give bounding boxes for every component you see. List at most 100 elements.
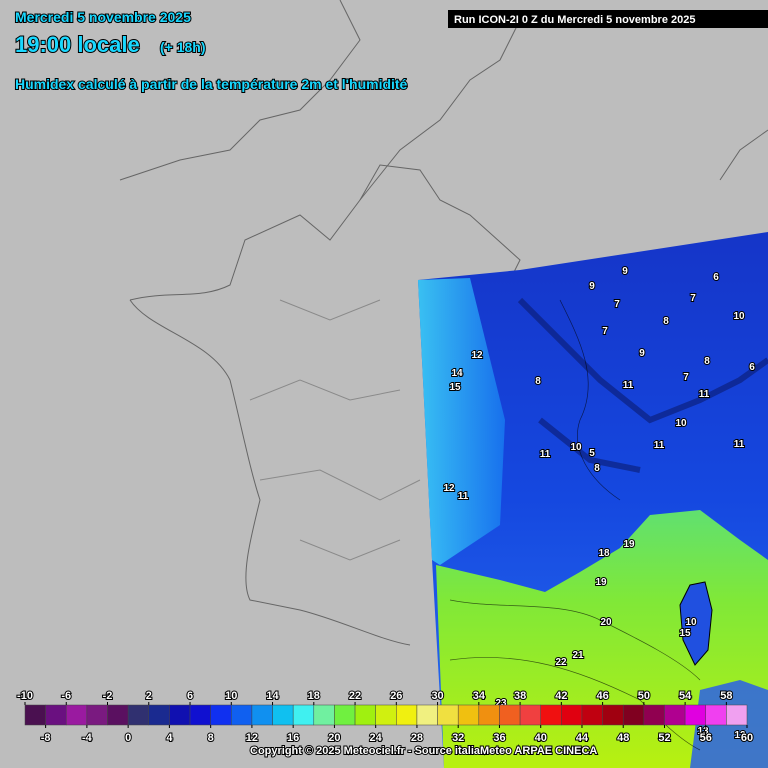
colorbar-label: 28 [411,732,423,744]
map-value: 11 [458,491,469,502]
field-cool [418,278,505,565]
map-value: 7 [614,299,620,310]
map-value: 11 [699,389,710,400]
local-time: 19:00 locale [15,32,140,57]
copyright: Copyright © 2025 Meteociel.fr - Source i… [250,745,597,757]
borders [119,0,768,646]
colorbar-label: 10 [225,690,237,702]
colorbar-label: 24 [370,732,383,744]
colorbar-swatch [519,704,541,726]
colorbar-swatch [148,704,170,726]
map-value: 11 [654,440,665,451]
run-label: Run ICON-2I 0 Z du Mercredi 5 novembre 2… [454,14,695,26]
colorbar-swatch [684,704,706,726]
colorbar-swatch [499,704,521,726]
colorbar-label: 50 [638,690,650,702]
colorbar-label: 48 [617,732,629,744]
colorbar-label: 22 [349,690,361,702]
colorbar-label: 6 [187,690,193,702]
map-value: 11 [734,439,745,450]
colorbar-swatch [602,704,624,726]
corsica [679,581,713,666]
colorbar-label: 18 [308,690,320,702]
map-value: 21 [572,650,584,661]
map-value: 9 [639,348,645,359]
colorbar-label: 36 [493,732,505,744]
map-value: 12 [471,350,483,361]
colorbar-label: 60 [741,732,753,744]
colorbar-swatch [354,704,376,726]
colorbar-label: 32 [452,732,464,744]
map-value: 8 [594,463,600,474]
colorbar-swatch [107,704,129,726]
colorbar-label: 44 [576,732,589,744]
colorbar-swatch [251,704,273,726]
map-value: 15 [449,382,461,393]
colorbar-swatch [127,704,150,726]
contours [449,299,701,751]
map-value: 8 [704,356,710,367]
colorbar-swatch [334,704,356,726]
map-value: 12 [443,483,455,494]
colorbar-swatch [726,704,748,726]
colorbar-swatch [375,704,397,726]
map-value: 19 [623,539,635,550]
colorbar-label: 40 [535,732,547,744]
map-value: 9 [622,266,628,277]
map-value: 13 [697,726,709,737]
colorbar-label: 2 [146,690,152,702]
colorbar-label: 12 [246,732,258,744]
colorbar-label: -4 [82,732,93,744]
colorbar-label: 16 [287,732,299,744]
map-value: 15 [679,628,691,639]
date: Mercredi 5 novembre 2025 [15,9,191,25]
map-value: 19 [595,577,607,588]
colorbar-swatch [313,704,335,726]
colorbar-swatch [540,704,562,726]
map-value: 5 [589,448,595,459]
map-value: 10 [733,311,745,322]
colorbar-swatch [45,704,67,726]
map-value: 6 [749,362,755,373]
map-value: 14 [451,368,463,379]
colorbar-swatch [66,704,88,726]
colorbar-label: 20 [328,732,340,744]
map-value: 7 [683,372,689,383]
colorbar-swatch [231,704,253,726]
map-value: 8 [535,376,541,387]
colorbar-swatch [437,704,459,726]
colorbar-swatch [210,704,232,726]
map-value: 9 [589,281,595,292]
colorbar-label: -8 [41,732,51,744]
colorbar-label: 58 [720,690,732,702]
colorbar-swatch [189,704,211,726]
map-value: 10 [685,617,697,628]
map-value: 10 [675,418,687,429]
colorbar-swatch [86,704,108,726]
colorbar-label: 30 [431,690,443,702]
map-value: 8 [663,316,669,327]
colorbar-swatch [272,704,294,726]
colorbar-swatch [643,704,665,726]
colorbar-swatch [581,704,603,726]
colorbar-swatch [622,704,645,726]
map-value: 12 [734,730,746,741]
colorbar-label: 52 [658,732,670,744]
colorbar-label: -2 [103,690,113,702]
colorbar-swatch [478,704,500,726]
colorbar-swatch [416,704,438,726]
colorbar-label: 46 [596,690,608,702]
colorbar-swatch [24,704,46,726]
colorbar-swatch [561,704,583,726]
colorbar-label: 42 [555,690,567,702]
colorbar-label: 56 [700,732,712,744]
map-value: 7 [602,326,608,337]
colorbar-label: -10 [17,690,33,702]
colorbar-label: 4 [166,732,173,744]
map-value: 11 [623,380,634,391]
colorbar-swatch [396,704,418,726]
map-value: 20 [600,617,612,628]
colorbar-label: 0 [125,732,131,744]
colorbar-swatch [457,704,480,726]
